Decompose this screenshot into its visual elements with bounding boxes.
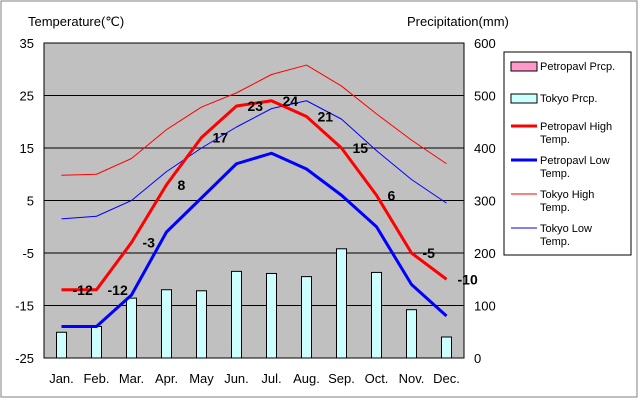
legend-swatch [510,93,538,104]
data-label: -10 [458,271,478,287]
y-left-tick-label: 35 [20,36,34,51]
y-left-tick-label: 25 [20,89,34,104]
y-right-tick-label: 600 [474,36,496,51]
precipitation-bar [196,290,207,359]
precipitation-bar [301,276,312,359]
precipitation-bars [56,248,452,359]
legend-label: Petropavl Low Temp. [540,155,610,180]
data-label: 24 [283,93,299,109]
y-left-tick-label: 15 [20,141,34,156]
precipitation-bar [231,270,242,359]
x-tick-label: Oct. [365,371,389,386]
legend-label: Tokyo Prcp. [540,93,597,105]
precipitation-bar [406,309,417,359]
data-labels: -12 -12 -3 8 17 23 24 21 15 6 -5 -10 [73,93,478,298]
precipitation-bar [441,336,452,359]
x-tick-label: Aug. [293,371,320,386]
y-left-tick-label: 5 [27,194,34,209]
legend-label: Tokyo High Temp. [540,189,594,214]
y-left-tick-label: -25 [15,351,34,366]
precipitation-bar [371,271,382,359]
y-left-tick-label: -5 [22,246,34,261]
data-label: -5 [423,245,436,261]
data-label: 17 [213,130,229,146]
y-right-tick-label: 400 [474,141,496,156]
y-right-tick-label: 0 [474,351,481,366]
legend-frame [503,51,632,256]
data-label: -12 [108,282,128,298]
data-label: 15 [353,140,369,156]
left-axis-title: Temperature(℃) [28,14,124,29]
data-label: 8 [178,177,186,193]
legend-label: Petropavl Prcp. [540,61,615,73]
y-right-tick-label: 200 [474,246,496,261]
x-tick-label: Mar. [119,371,144,386]
x-tick-label: Jul. [261,371,281,386]
data-label: 21 [318,109,334,125]
temperature-line [61,100,447,220]
precipitation-bar [266,272,277,359]
y-right-tick-label: 300 [474,194,496,209]
y-right-tick-label: 100 [474,299,496,314]
legend-swatch [510,61,538,72]
gridlines [44,95,464,306]
x-tick-label: Jun. [224,371,249,386]
x-tick-label: May [189,371,214,386]
x-tick-label: Sep. [328,371,355,386]
y-right-tick-label: 500 [474,89,496,104]
right-axis-title: Precipitation(mm) [407,14,509,29]
data-label: -3 [143,235,156,251]
x-tick-label: Jan. [49,371,74,386]
precipitation-bar [336,248,347,359]
temperature-line [61,64,447,176]
legend-label: Tokyo Low Temp. [540,223,592,248]
precipitation-bar [91,326,102,359]
data-label: 23 [248,98,264,114]
precipitation-bar [56,331,67,359]
temperature-line [61,151,448,328]
temperature-lines [61,64,448,328]
precipitation-bar [126,297,137,359]
x-tick-label: Feb. [83,371,109,386]
y-left-tick-label: -15 [15,299,34,314]
data-label: 6 [388,187,396,203]
x-tick-label: Apr. [155,371,178,386]
x-tick-label: Nov. [399,371,425,386]
x-tick-label: Dec. [433,371,460,386]
precipitation-bar [161,289,172,359]
legend: Petropavl Prcp. Tokyo Prcp. Petropavl High… [503,51,632,256]
legend-label: Petropavl High Temp. [540,121,612,146]
data-label: -12 [73,282,93,298]
temperature-line [61,99,448,292]
axis-ticks: -25 -15 -5 5 15 25 35 0 100 200 300 400 500 600 Jan. Fe… [15,36,496,386]
